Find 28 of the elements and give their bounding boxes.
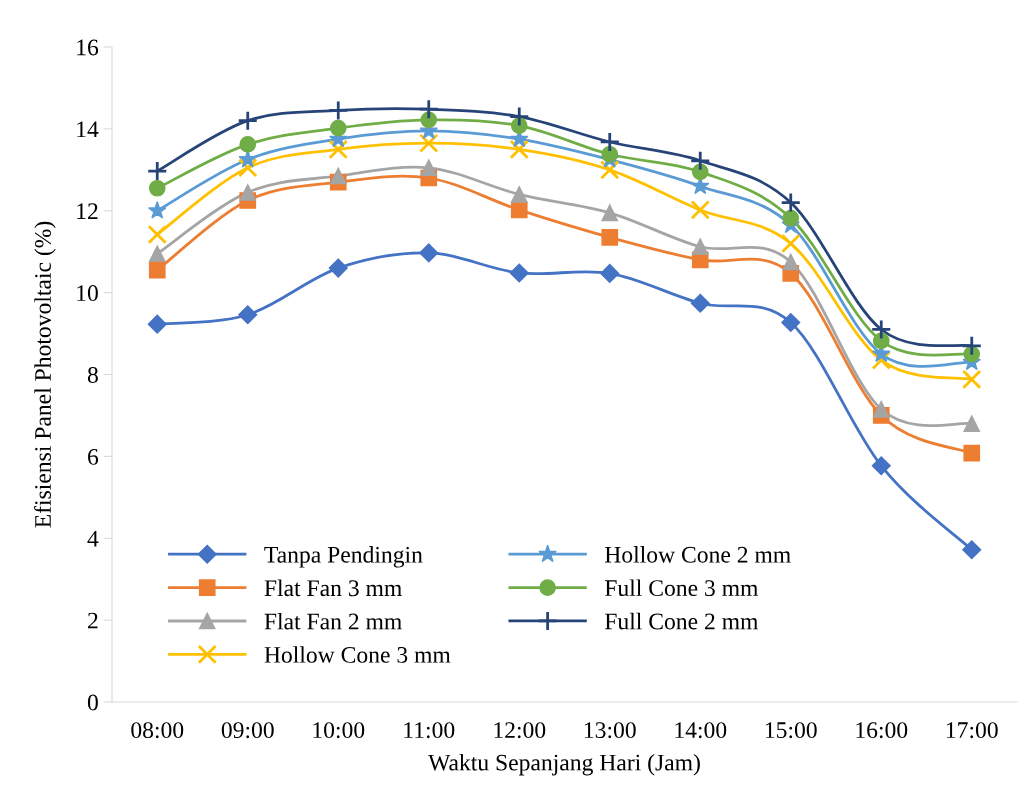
x-tick-label: 11:00 — [404, 722, 455, 739]
legend-label: Full Cone 3 mm — [604, 579, 759, 597]
x-tick-label: 12:00 — [494, 722, 546, 739]
y-axis-title: Efisiensi Panel Photovoltaic (%) — [34, 221, 56, 528]
legend-label: Hollow Cone 2 mm — [604, 546, 791, 563]
legend-label: Flat Fan 2 mm — [264, 612, 402, 630]
x-axis-title: Waktu Sepanjang Hari (Jam) — [428, 753, 700, 776]
x-tick-label: 16:00 — [856, 722, 908, 739]
x-tick-label: 14:00 — [675, 722, 727, 739]
x-tick-label: 10:00 — [313, 722, 365, 739]
x-tick-label: 17:00 — [946, 722, 998, 739]
y-tick-label: 2 — [88, 612, 98, 629]
y-tick-label: 4 — [87, 530, 99, 547]
y-tick-label: 6 — [88, 448, 99, 465]
legend-label: Flat Fan 3 mm — [264, 579, 402, 597]
y-tick-label: 10 — [77, 285, 98, 302]
legend-label: Tanpa Pendingin — [264, 546, 423, 568]
legend-label: Full Cone 2 mm — [604, 612, 759, 630]
y-tick-label: 8 — [87, 366, 98, 383]
y-tick-label: 14 — [77, 121, 99, 138]
y-tick-label: 0 — [87, 694, 98, 711]
x-tick-label: 13:00 — [584, 722, 636, 739]
legend-label: Hollow Cone 3 mm — [264, 646, 451, 663]
x-tick-label: 08:00 — [131, 722, 184, 739]
y-tick-label: 16 — [77, 39, 99, 56]
x-tick-label: 09:00 — [221, 722, 274, 739]
y-tick-label: 12 — [77, 203, 98, 219]
x-tick-label: 15:00 — [765, 722, 817, 739]
